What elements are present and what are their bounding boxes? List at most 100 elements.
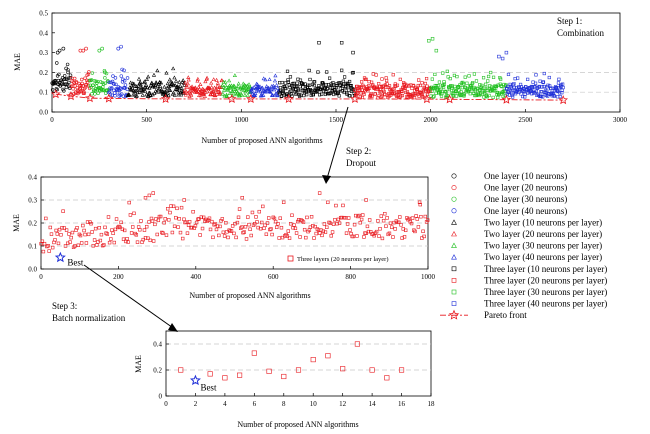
- panel2-point: [121, 237, 126, 241]
- panel2-point: [97, 226, 101, 230]
- panel1-point: [506, 84, 510, 89]
- panel2-point: [161, 231, 165, 235]
- panel2-point: [90, 230, 94, 234]
- panel1-xtick-label: 2000: [424, 116, 439, 124]
- panel2-point: [191, 210, 195, 214]
- panel2-point: [409, 221, 414, 226]
- panel1-point: [463, 75, 467, 79]
- panel1-point: [213, 93, 218, 97]
- panel1-point: [164, 70, 169, 75]
- panel1-point: [147, 85, 152, 90]
- panel1-point: [266, 85, 271, 90]
- panel1-point: [377, 94, 381, 98]
- panel1-point: [173, 83, 178, 87]
- panel1-point: [320, 81, 325, 85]
- panel2-outlier-point: [143, 196, 148, 200]
- panel2-point: [226, 235, 230, 240]
- panel2-xtick-label: 0: [39, 273, 43, 281]
- panel2-point: [326, 200, 330, 205]
- panel2-xlabel: Number of proposed ANN algorithms: [189, 291, 310, 300]
- panel1-point: [347, 79, 352, 84]
- panel1-point: [272, 87, 277, 92]
- panel2-point: [114, 217, 119, 221]
- panel1-outlier-point: [57, 48, 62, 53]
- panel1-point: [245, 93, 250, 97]
- panel3-xtick-label: 6: [253, 400, 257, 408]
- legend-label: One layer (40 neurons): [484, 206, 567, 216]
- panel2-point: [328, 221, 332, 225]
- panel1-point: [105, 88, 109, 93]
- panel2-point: [325, 225, 329, 229]
- panel2-point: [82, 228, 86, 233]
- panel2-point: [269, 227, 273, 231]
- panel1-point: [542, 84, 546, 89]
- panel2-point: [224, 221, 228, 225]
- panel2-point: [364, 231, 368, 236]
- panel1-point: [392, 87, 396, 91]
- panel1-point: [78, 86, 83, 90]
- pareto-front-star: [283, 93, 294, 104]
- panel1-point: [264, 84, 269, 88]
- panel1-point: [136, 86, 141, 91]
- panel2-point: [320, 233, 324, 238]
- panel1-point: [561, 85, 565, 90]
- panel1-point: [57, 72, 61, 77]
- panel1-point: [223, 83, 228, 88]
- panel2-point: [112, 240, 117, 245]
- panel1-point: [131, 88, 136, 93]
- panel1-point: [391, 73, 395, 77]
- panel1-point: [311, 93, 315, 97]
- panel1-point: [366, 89, 370, 93]
- panel1-point: [224, 94, 230, 99]
- panel2-point: [109, 237, 113, 241]
- panel1-outlier-point: [497, 54, 501, 59]
- panel1-xtick-label: 0: [50, 116, 54, 124]
- panel2-point: [229, 229, 234, 233]
- panel1-point: [483, 86, 487, 90]
- panel1-point: [451, 93, 455, 97]
- panel2-point: [235, 220, 240, 225]
- panel1-point: [274, 82, 279, 87]
- panel1-point: [403, 86, 407, 90]
- panel1-point: [156, 86, 162, 91]
- panel1-point: [420, 81, 424, 85]
- panel1-point: [219, 78, 225, 83]
- panel1-point: [86, 72, 91, 77]
- panel1-point: [171, 66, 176, 71]
- panel1-point: [489, 70, 493, 75]
- panel1-point: [181, 78, 186, 82]
- legend-label: Three layer (40 neurons per layer): [484, 299, 607, 309]
- panel1-point: [232, 83, 237, 88]
- panel1-xtick-label: 2500: [518, 116, 533, 124]
- panel1-point: [181, 91, 186, 96]
- panel2-point: [79, 241, 84, 245]
- panel2-point: [345, 222, 350, 226]
- panel2-outlier-point: [147, 193, 152, 198]
- panel3-ticks: 0 2 4 6 8 10 12 14 16 18 0 0.2 0.4: [153, 341, 435, 409]
- panel3-point: [399, 367, 405, 373]
- panel1-point: [67, 84, 71, 89]
- panel2-point: [190, 225, 194, 230]
- panel1-point: [198, 93, 203, 98]
- panel1-point: [450, 86, 454, 90]
- panel1-point: [229, 83, 234, 88]
- panel1-point: [172, 75, 177, 80]
- panel1-point: [402, 82, 406, 87]
- panel1-point: [533, 81, 538, 85]
- panel3-point: [369, 367, 375, 373]
- panel1-point: [324, 90, 328, 94]
- step3-scatter-panel: Best 0 2 4 6 8 10 12 14 16 18 0 0.2 0.4 MAE Number o…: [134, 330, 435, 429]
- panel1-point: [320, 92, 324, 96]
- panel1-point: [305, 93, 309, 97]
- panel1-point: [200, 91, 205, 96]
- legend-item: Three layer (40 neurons per layer): [451, 299, 607, 309]
- panel2-point: [313, 224, 317, 229]
- panel1-point: [545, 89, 549, 93]
- panel1-point: [441, 71, 445, 75]
- panel1-point: [501, 94, 505, 98]
- panel1-ytick-label: 0.5: [39, 10, 48, 18]
- panel2-point: [361, 213, 365, 217]
- panel2-point: [247, 222, 251, 227]
- panel2-point: [253, 221, 257, 226]
- panel2-point: [135, 240, 140, 244]
